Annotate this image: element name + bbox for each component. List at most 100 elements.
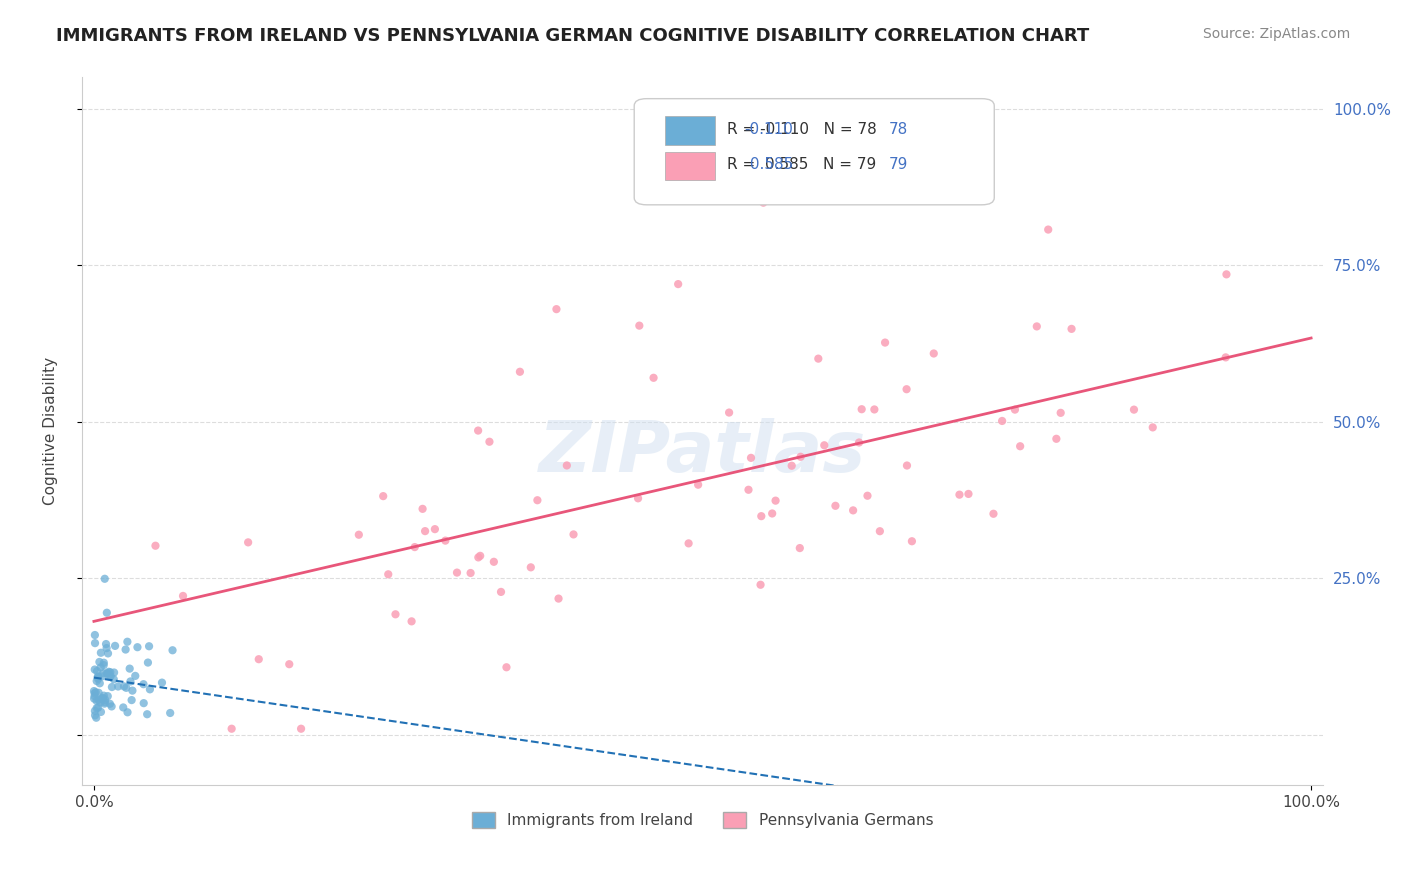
Point — [97, 665, 120, 679]
Point — [1010, 439, 1032, 453]
Point — [90, 705, 112, 719]
Point — [737, 483, 759, 497]
Point — [413, 524, 436, 538]
Point — [150, 675, 173, 690]
Legend: Immigrants from Ireland, Pennsylvania Germans: Immigrants from Ireland, Pennsylvania Ge… — [465, 805, 939, 834]
Point — [100, 699, 122, 714]
Point — [84, 636, 107, 650]
Point — [91, 669, 114, 683]
Text: 79: 79 — [889, 157, 908, 172]
Point — [495, 660, 517, 674]
Point — [117, 706, 139, 720]
Text: 0.585: 0.585 — [745, 157, 793, 172]
Point — [869, 524, 891, 539]
Point — [873, 335, 896, 350]
Point — [87, 693, 110, 707]
Point — [98, 665, 121, 680]
Point — [117, 634, 139, 648]
Text: R = -0.110   N = 78: R = -0.110 N = 78 — [727, 121, 877, 136]
Point — [384, 607, 406, 622]
Point — [91, 691, 114, 706]
Point — [749, 578, 772, 592]
Point — [948, 488, 970, 502]
Point — [115, 681, 138, 695]
Point — [103, 673, 125, 687]
Point — [482, 555, 505, 569]
Point — [87, 686, 110, 700]
Point — [789, 450, 811, 464]
Point — [347, 527, 370, 541]
Point — [124, 669, 146, 683]
Bar — [665, 152, 714, 180]
Point — [96, 606, 118, 620]
Point — [842, 503, 865, 517]
Point — [526, 493, 548, 508]
Point — [627, 491, 650, 506]
Point — [1025, 319, 1047, 334]
Point — [765, 493, 787, 508]
Point — [957, 487, 980, 501]
Point — [118, 662, 141, 676]
Point — [404, 540, 426, 554]
Point — [94, 693, 117, 707]
Point — [666, 277, 689, 291]
Text: 78: 78 — [889, 121, 908, 136]
Point — [101, 680, 124, 694]
Point — [509, 365, 531, 379]
Point — [86, 664, 108, 678]
Point — [136, 707, 159, 722]
Point — [83, 691, 105, 706]
Point — [789, 541, 811, 555]
Point — [1060, 322, 1083, 336]
Point — [460, 566, 482, 580]
Point — [100, 669, 122, 683]
Point — [136, 656, 159, 670]
Point — [83, 684, 105, 698]
Point — [546, 302, 568, 317]
Point — [94, 695, 117, 709]
Point — [84, 685, 107, 699]
FancyBboxPatch shape — [634, 99, 994, 205]
Point — [90, 660, 112, 674]
Text: -0.110: -0.110 — [745, 121, 793, 136]
Point — [114, 642, 136, 657]
Bar — [665, 116, 714, 145]
Point — [91, 666, 114, 681]
Point — [132, 696, 155, 710]
Point — [98, 697, 121, 711]
Point — [848, 435, 870, 450]
Point — [467, 550, 489, 565]
Point — [678, 536, 700, 550]
Point — [91, 691, 114, 706]
Point — [221, 722, 243, 736]
Point — [752, 195, 775, 210]
Point — [470, 549, 492, 563]
Point — [780, 458, 803, 473]
Point — [278, 657, 301, 672]
Point — [97, 689, 120, 703]
Point — [688, 477, 710, 491]
Point — [83, 628, 105, 642]
Point — [104, 639, 127, 653]
Point — [1142, 420, 1164, 434]
Point — [434, 533, 457, 548]
Point — [1038, 222, 1060, 236]
Text: R =  0.585   N = 79: R = 0.585 N = 79 — [727, 157, 876, 172]
Point — [824, 499, 846, 513]
Point — [84, 711, 107, 725]
Point — [86, 701, 108, 715]
Point — [87, 669, 110, 683]
Point — [86, 694, 108, 708]
Point — [547, 591, 569, 606]
Point — [127, 640, 149, 655]
Point — [86, 670, 108, 684]
Point — [97, 647, 120, 661]
Point — [1123, 402, 1146, 417]
Point — [89, 655, 111, 669]
Point — [851, 402, 873, 417]
Point — [83, 663, 105, 677]
Point — [991, 414, 1014, 428]
Point — [86, 673, 108, 688]
Point — [863, 402, 886, 417]
Point — [562, 527, 585, 541]
